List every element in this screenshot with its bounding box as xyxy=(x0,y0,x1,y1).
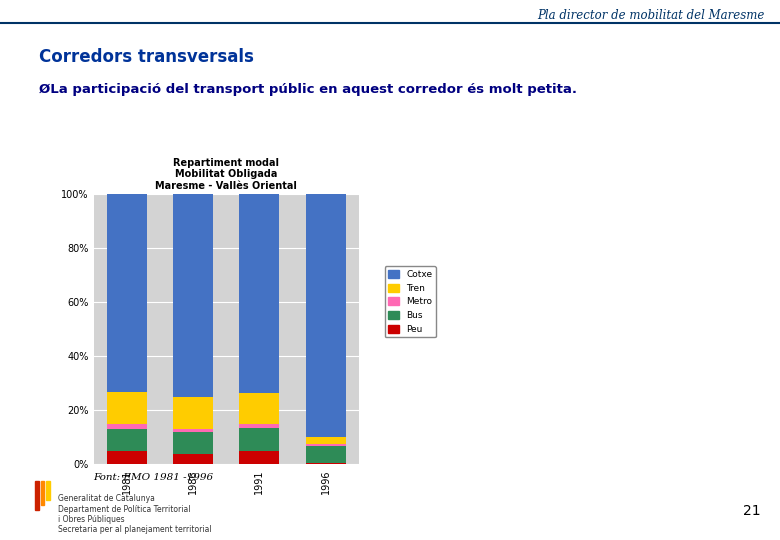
Legend: Cotxe, Tren, Metro, Bus, Peu: Cotxe, Tren, Metro, Bus, Peu xyxy=(385,266,436,338)
Bar xyxy=(107,429,147,451)
Bar xyxy=(306,444,346,446)
Text: ØLa participació del transport públic en aquest corredor és molt petita.: ØLa participació del transport públic en… xyxy=(39,83,577,96)
Bar xyxy=(107,451,147,464)
Bar xyxy=(306,463,346,464)
Bar xyxy=(173,194,213,397)
Bar xyxy=(306,194,346,437)
Bar xyxy=(107,424,147,429)
Text: Corredors transversals: Corredors transversals xyxy=(39,48,254,66)
Text: 21: 21 xyxy=(743,504,760,518)
Bar xyxy=(306,437,346,444)
Bar xyxy=(239,194,279,393)
Text: Generalitat de Catalunya
Departament de Política Territorial
i Obres Públiques
S: Generalitat de Catalunya Departament de … xyxy=(58,494,212,534)
Bar xyxy=(173,454,213,464)
Text: Pla director de mobilitat del Maresme: Pla director de mobilitat del Maresme xyxy=(537,9,764,22)
Bar xyxy=(239,424,279,428)
Bar xyxy=(306,446,346,463)
Bar xyxy=(239,451,279,464)
Bar xyxy=(173,432,213,454)
Bar xyxy=(239,393,279,424)
Bar xyxy=(239,428,279,451)
Text: Font: EMO 1981 -1996: Font: EMO 1981 -1996 xyxy=(94,472,214,482)
Bar xyxy=(173,429,213,432)
Title: Repartiment modal
Mobilitat Obligada
Maresme - Vallès Oriental: Repartiment modal Mobilitat Obligada Mar… xyxy=(155,158,297,191)
Bar xyxy=(107,194,147,392)
Bar xyxy=(173,397,213,429)
Bar xyxy=(107,392,147,424)
